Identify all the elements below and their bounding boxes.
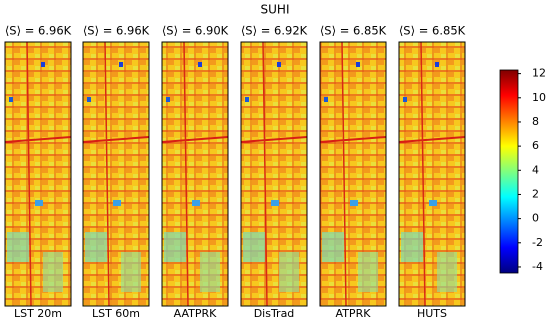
panel-feature <box>198 62 202 67</box>
panel-label: AATPRK <box>174 307 217 320</box>
panel-feature <box>192 200 200 206</box>
panel-title: ⟨S⟩ = 6.96K <box>83 24 150 38</box>
panel-feature <box>43 252 63 292</box>
colorbar-tick-label: 6 <box>532 139 539 152</box>
panel-frame <box>319 41 387 307</box>
colorbar <box>499 69 519 274</box>
panel-frame <box>240 41 308 307</box>
panel-road <box>262 41 268 307</box>
panel-title: ⟨S⟩ = 6.96K <box>5 24 72 38</box>
panel-feature <box>271 200 279 206</box>
panel-feature <box>356 62 360 67</box>
panel-feature <box>41 62 45 67</box>
panel-feature <box>429 200 437 206</box>
panel-feature <box>403 97 407 102</box>
panel-title: ⟨S⟩ = 6.90K <box>162 24 229 38</box>
panel-feature <box>358 252 378 292</box>
panel-feature <box>87 97 91 102</box>
panel-frame <box>4 41 72 307</box>
panel-feature <box>7 232 29 262</box>
panel-feature <box>119 62 123 67</box>
colorbar-tick-label: 10 <box>532 91 546 104</box>
colorbar-tick-label: 4 <box>532 163 539 176</box>
panel-frame <box>82 41 150 307</box>
colorbar-tick-label: 8 <box>532 115 539 128</box>
panel-road <box>341 41 347 307</box>
panel-feature <box>200 252 220 292</box>
colorbar-tick-label: -4 <box>532 260 543 273</box>
panel-road <box>319 136 387 143</box>
colorbar-tick-label: 2 <box>532 187 539 200</box>
panel-feature <box>166 97 170 102</box>
panel-road <box>183 41 189 307</box>
panel-title: ⟨S⟩ = 6.85K <box>320 24 387 38</box>
panel-label: LST 20m <box>14 307 62 320</box>
panel-feature <box>9 97 13 102</box>
chart-title: SUHI <box>261 3 290 17</box>
panel-road <box>104 41 110 307</box>
panel-feature <box>279 252 299 292</box>
panel-frame <box>161 41 229 307</box>
panel-road <box>4 136 72 143</box>
panel-road <box>161 136 229 143</box>
panel-feature <box>243 232 265 262</box>
panel-feature <box>113 200 121 206</box>
panel-feature <box>164 232 186 262</box>
panel-road <box>398 136 466 143</box>
panel-feature <box>121 252 141 292</box>
panel-feature <box>324 97 328 102</box>
panel-title: ⟨S⟩ = 6.92K <box>241 24 308 38</box>
panel-feature <box>435 62 439 67</box>
colorbar-tick-label: 0 <box>532 212 539 225</box>
panel-feature <box>277 62 281 67</box>
panel-label: ATPRK <box>336 307 372 320</box>
panel-label: HUTS <box>417 307 447 320</box>
panel-feature <box>245 97 249 102</box>
panel-feature <box>35 200 43 206</box>
panel-road <box>26 41 32 307</box>
panel-road <box>420 41 426 307</box>
panel-road <box>240 136 308 143</box>
panel-label: DisTrad <box>254 307 295 320</box>
panel-feature <box>437 252 457 292</box>
colorbar-tick-label: 12 <box>532 67 546 80</box>
colorbar-tick-label: -2 <box>532 236 543 249</box>
panel-frame <box>398 41 466 307</box>
panel-title: ⟨S⟩ = 6.85K <box>399 24 466 38</box>
panel-feature <box>85 232 107 262</box>
panel-feature <box>322 232 344 262</box>
panel-feature <box>350 200 358 206</box>
panel-road <box>82 136 150 143</box>
panel-label: LST 60m <box>92 307 140 320</box>
panel-feature <box>401 232 423 262</box>
